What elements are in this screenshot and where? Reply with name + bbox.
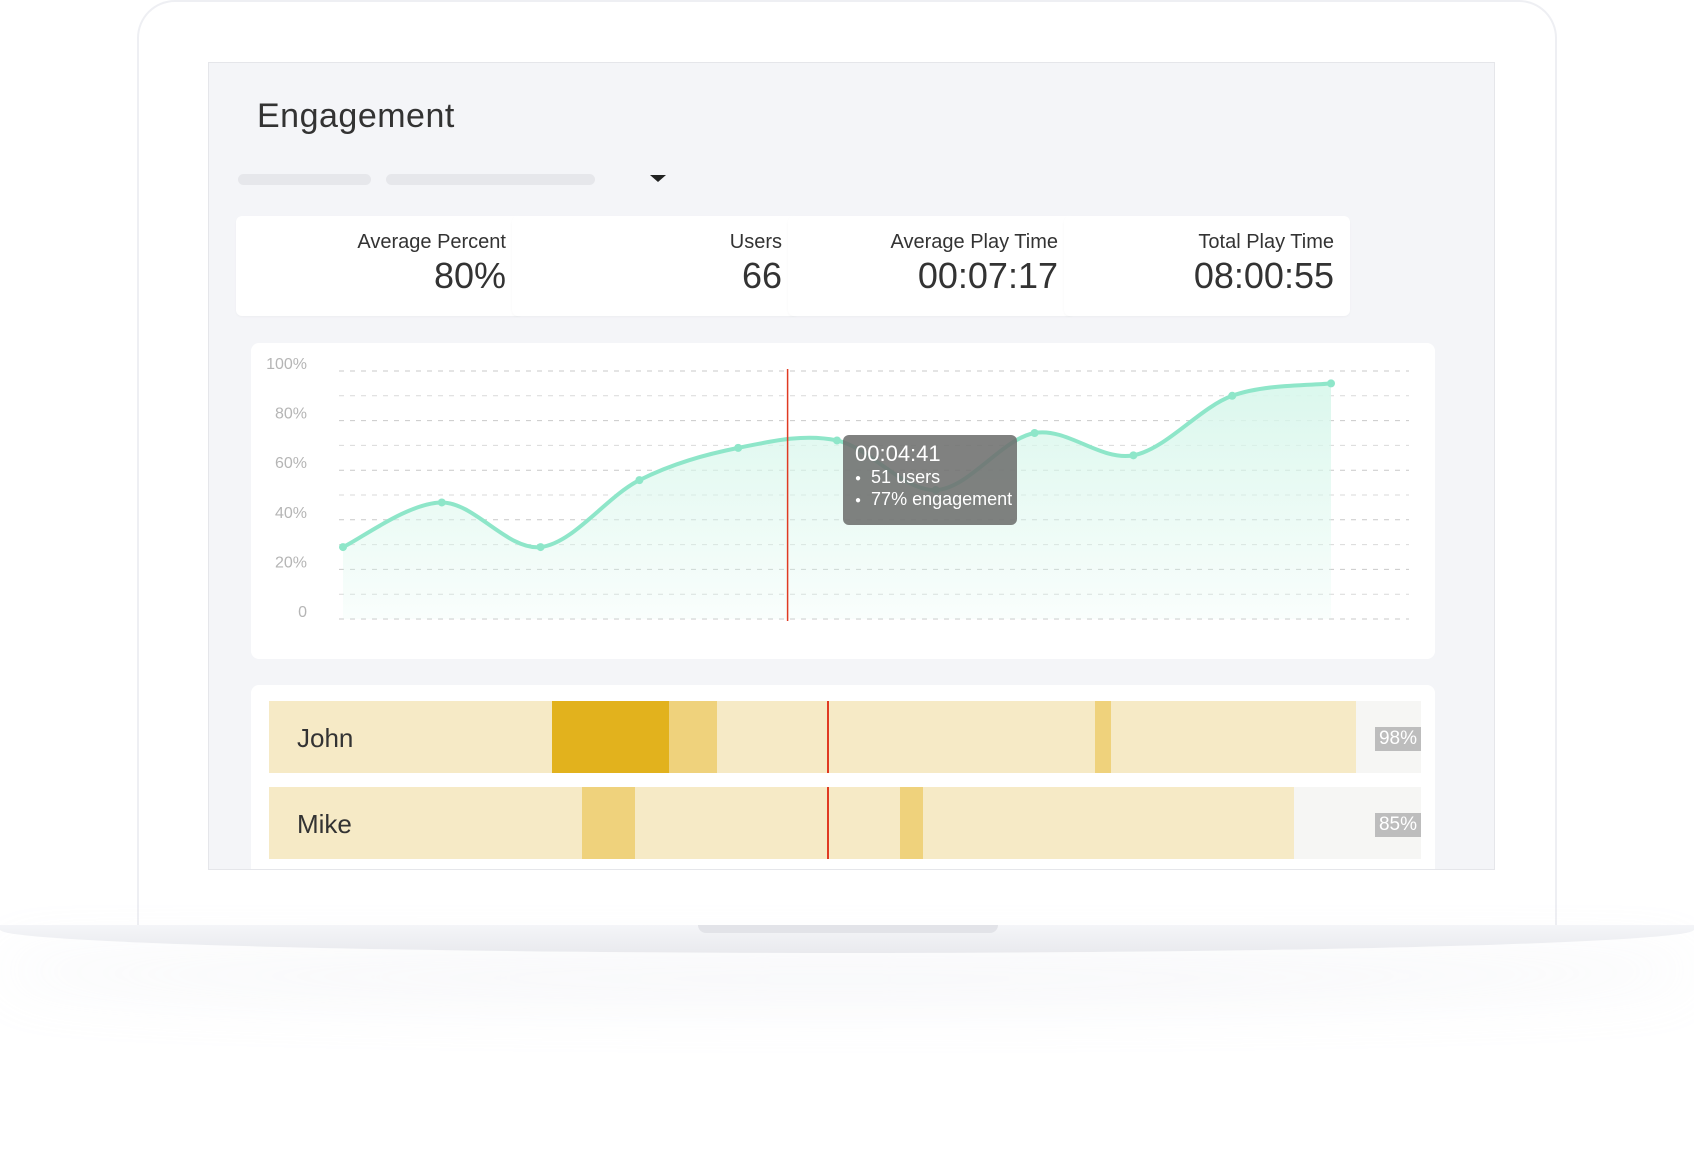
stat-label: Total Play Time bbox=[1198, 231, 1334, 253]
row-track bbox=[269, 787, 1295, 859]
stat-card-total-play-time: Total Play Time 08:00:55 bbox=[1064, 216, 1350, 316]
tooltip-users: 51 users bbox=[855, 467, 1005, 489]
data-point bbox=[734, 443, 743, 452]
tooltip-time: 00:04:41 bbox=[855, 441, 941, 466]
row-percent-badge: 98% bbox=[1374, 727, 1421, 751]
data-point bbox=[437, 498, 446, 507]
page-title: Engagement bbox=[257, 97, 455, 135]
stat-label: Users bbox=[729, 231, 782, 253]
row-percent-badge: 85% bbox=[1374, 813, 1421, 837]
tooltip-engagement: 77% engagement bbox=[855, 489, 1012, 511]
timeline-row-mike[interactable]: Mike 85% bbox=[269, 787, 1421, 859]
stat-card-average-percent: Average Percent 80% bbox=[236, 216, 522, 316]
laptop-notch bbox=[698, 925, 998, 933]
row-name: Mike bbox=[297, 809, 352, 839]
engagement-segment bbox=[1094, 701, 1112, 773]
user-timeline: John 98% Mike 85% bbox=[251, 685, 1435, 869]
data-point bbox=[339, 543, 347, 552]
y-tick-label: 0 bbox=[298, 604, 307, 621]
chart-tooltip: 00:04:41 51 users 77% engagement bbox=[843, 435, 1017, 525]
stat-label: Average Play Time bbox=[890, 231, 1059, 253]
filter-dropdown-secondary[interactable] bbox=[386, 174, 595, 185]
stat-value: 08:00:55 bbox=[1193, 255, 1334, 296]
screen: Engagement Average Percent 80% Users 66 … bbox=[208, 62, 1495, 870]
data-point bbox=[833, 436, 841, 445]
engagement-segment bbox=[551, 701, 670, 773]
data-point bbox=[1327, 379, 1335, 388]
playhead-cursor bbox=[826, 787, 829, 859]
data-point bbox=[1030, 429, 1039, 437]
y-tick-label: 20% bbox=[275, 554, 307, 571]
engagement-segment bbox=[900, 787, 924, 859]
y-tick-label: 40% bbox=[275, 505, 307, 522]
stat-label: Average Percent bbox=[357, 231, 506, 253]
data-point bbox=[536, 543, 545, 552]
engagement-segment bbox=[669, 701, 718, 773]
stat-value: 66 bbox=[741, 255, 782, 296]
y-tick-label: 80% bbox=[275, 406, 307, 423]
data-point bbox=[1129, 451, 1138, 460]
row-name: John bbox=[297, 723, 354, 753]
stat-value: 00:07:17 bbox=[917, 255, 1058, 296]
y-tick-label: 100% bbox=[266, 356, 307, 373]
stat-card-users: Users 66 bbox=[512, 216, 798, 316]
y-tick-label: 60% bbox=[275, 455, 307, 472]
engagement-chart: 100% 80% 60% 40% 20% 0 00:04:41 51 users 77% … bbox=[251, 343, 1435, 659]
data-point bbox=[635, 476, 644, 485]
engagement-area bbox=[343, 383, 1331, 619]
playhead-cursor bbox=[826, 701, 829, 773]
stat-value: 80% bbox=[433, 255, 506, 296]
engagement-chart-svg[interactable]: 100% 80% 60% 40% 20% 0 bbox=[251, 343, 1435, 659]
data-point bbox=[1228, 391, 1237, 400]
filter-dropdown-primary[interactable] bbox=[238, 174, 371, 185]
chevron-down-icon[interactable] bbox=[650, 175, 666, 182]
engagement-segment bbox=[582, 787, 636, 859]
stat-card-average-play-time: Average Play Time 00:07:17 bbox=[788, 216, 1074, 316]
timeline-row-john[interactable]: John 98% bbox=[269, 701, 1421, 773]
row-track bbox=[269, 701, 1357, 773]
